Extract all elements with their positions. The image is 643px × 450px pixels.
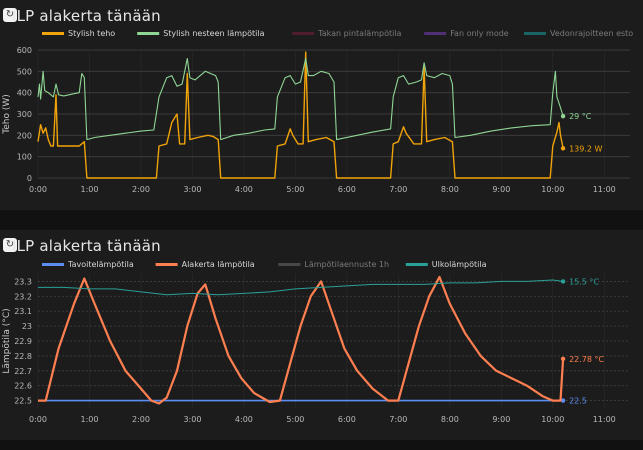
legend-label: Tavoitelämpötila [67,260,134,269]
series-end-label: 29 °C [569,112,592,121]
legend-swatch [42,32,64,35]
x-tick-label: 10:00 [541,185,564,194]
x-tick-label: 6:00 [338,185,356,194]
x-tick-label: 2:00 [132,185,150,194]
x-tick-label: 1:00 [80,185,98,194]
temperature-chart-header: ↻ ILP alakerta tänään [0,236,640,256]
x-tick-label: 11:00 [593,185,616,194]
power-chart-header: ↻ ILP alakerta tänään [0,6,640,26]
legend-swatch [137,32,160,35]
series-end-label: 139.2 W [569,144,602,153]
x-tick-label: 8:00 [441,415,459,424]
x-tick-label: 0:00 [29,415,47,424]
legend-swatch [292,32,315,35]
y-tick-label: 23 [22,322,32,331]
y-tick-label: 500 [17,67,32,76]
series-end-dot [560,279,566,284]
legend-label: Stylish nesteen lämpötila [163,29,264,38]
power-chart: Stylish teho Stylish nesteen lämpötila Tak… [2,29,633,194]
temperature-chart: Tavoitelämpötila Alakerta lämpötila Lämpöt… [2,260,630,424]
y-tick-label: 22.7 [14,367,32,376]
series-line [38,279,564,296]
x-tick-label: 1:00 [80,415,98,424]
series-end-label: 15.5 °C [569,277,599,286]
y-tick-label: 22.8 [14,352,32,361]
x-tick-label: 7:00 [389,415,407,424]
y-axis-title: Teho (W) [2,94,12,135]
series-end-label: 22.5 [569,397,587,406]
x-tick-label: 3:00 [183,415,201,424]
legend-label: Lämpötilaennuste 1h [304,260,389,269]
y-tick-label: 100 [17,153,32,162]
legend-label: Stylish teho [68,29,115,38]
series-end-dot [560,146,566,151]
temperature-chart-card: ↻ ILP alakerta tänään Tavoitelämpötila Al… [0,230,643,440]
series-end-dot [560,398,566,403]
y-tick-label: 22.6 [14,382,32,391]
y-tick-label: 200 [17,131,32,140]
temperature-chart-title: ILP alakerta tänään [12,237,161,255]
card-gap [0,210,643,230]
refresh-icon[interactable]: ↻ [3,238,17,252]
series-line [37,57,564,141]
series-line [37,51,564,179]
legend-swatch [424,32,447,35]
refresh-icon[interactable]: ↻ [3,8,17,22]
series-end-dot [560,356,566,362]
y-tick-label: 23.1 [14,307,32,316]
bottom-gap [0,440,643,450]
y-tick-label: 22.9 [14,337,32,346]
x-tick-label: 4:00 [235,415,253,424]
x-tick-label: 8:00 [441,185,459,194]
series-end-label: 22.78 °C [569,355,604,364]
x-tick-label: 9:00 [492,185,510,194]
legend-label: Ulkolämpötila [432,260,487,269]
legend-swatch [155,263,178,266]
x-tick-label: 0:00 [29,185,47,194]
x-tick-label: 4:00 [235,185,253,194]
y-tick-label: 23.3 [14,277,32,286]
y-tick-label: 600 [17,46,32,55]
legend-label: Alakerta lämpötila [182,260,255,269]
power-chart-title: ILP alakerta tänään [12,7,161,25]
y-tick-label: 23.2 [14,292,32,301]
x-tick-label: 2:00 [132,415,150,424]
x-tick-label: 5:00 [286,415,304,424]
legend-label: Vedonrajoitteen esto [550,29,633,38]
x-tick-label: 11:00 [593,415,616,424]
legend-label: Fan only mode [450,29,509,38]
x-tick-label: 6:00 [338,415,356,424]
y-tick-label: 300 [17,110,32,119]
x-tick-label: 7:00 [389,185,407,194]
legend-swatch [524,32,546,35]
x-tick-label: 9:00 [492,415,510,424]
y-tick-label: 22.5 [14,397,32,406]
power-chart-card: ↻ ILP alakerta tänään Stylish teho Stylis… [0,0,643,210]
series-end-dot [560,113,566,119]
y-axis-title: Lämpötila (°C) [2,308,12,373]
legend-label: Takan pintalämpötila [317,29,401,38]
x-tick-label: 3:00 [183,185,201,194]
legend-swatch [278,263,301,266]
y-tick-label: 400 [17,89,32,98]
x-tick-label: 5:00 [286,185,304,194]
series-line [38,275,565,405]
y-tick-label: 0 [27,174,32,183]
legend-swatch [42,263,64,266]
legend-swatch [405,263,428,266]
x-tick-label: 10:00 [541,415,564,424]
